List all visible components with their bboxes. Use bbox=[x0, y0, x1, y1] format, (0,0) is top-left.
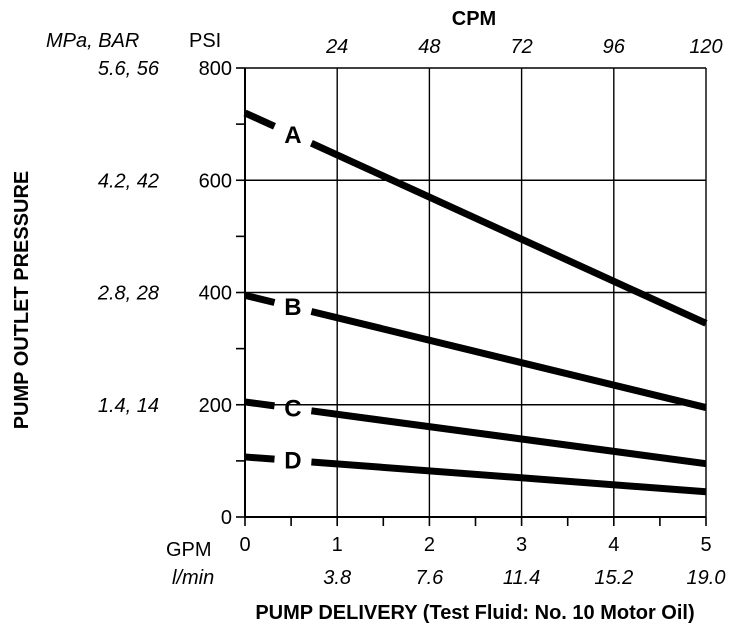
x-tick-label-metric: 19.0 bbox=[687, 567, 726, 589]
x-tick-label: 5 bbox=[700, 534, 711, 556]
x-tick-label: 2 bbox=[424, 534, 435, 556]
y-tick-label: 0 bbox=[221, 507, 232, 529]
series-line-d bbox=[244, 453, 275, 463]
x-tick-label: 1 bbox=[332, 534, 343, 556]
series-line-a bbox=[243, 109, 276, 130]
series-line-d bbox=[311, 458, 707, 496]
series-label-d: D bbox=[284, 448, 301, 475]
x-units-label: GPM bbox=[166, 539, 212, 561]
y-tick-label: 800 bbox=[199, 58, 232, 80]
series-label-a: A bbox=[284, 122, 301, 149]
x-tick-label-metric: 7.6 bbox=[415, 567, 444, 589]
y-tick-label: 200 bbox=[199, 395, 232, 417]
minor-ticks bbox=[236, 67, 707, 526]
series-line-c bbox=[244, 398, 275, 410]
y-tick-label-metric: 4.2, 42 bbox=[98, 170, 159, 192]
x-tick-label: 3 bbox=[516, 534, 527, 556]
y-tick-label-metric: 2.8, 28 bbox=[97, 283, 159, 305]
series-line-a bbox=[309, 140, 708, 327]
series-line-b bbox=[310, 308, 707, 411]
grid-lines bbox=[245, 67, 707, 517]
x-tick-label: 4 bbox=[608, 534, 619, 556]
y-axis-title: PUMP OUTLET PRESSURE bbox=[11, 171, 33, 430]
tick-labels: 0 200 400 600 800 1.4, 14 2.8, 28 4.2, 42 5.6, 5… bbox=[97, 36, 726, 589]
top-tick-label: 24 bbox=[325, 36, 348, 58]
x-tick-label-metric: 15.2 bbox=[594, 567, 633, 589]
series-line-c bbox=[310, 407, 707, 468]
y-tick-label-metric: 5.6, 56 bbox=[98, 58, 160, 80]
x-tick-label-metric: 11.4 bbox=[503, 567, 540, 589]
y-tick-label-metric: 1.4, 14 bbox=[98, 395, 159, 417]
y-units-label-left: MPa, BAR bbox=[46, 30, 139, 52]
y-units-label: PSI bbox=[189, 30, 221, 52]
y-tick-label: 600 bbox=[199, 170, 232, 192]
x-units-label-metric: l/min bbox=[172, 567, 214, 589]
x-tick-label-metric: 3.8 bbox=[323, 567, 351, 589]
top-axis-title: CPM bbox=[452, 8, 496, 30]
top-tick-label: 72 bbox=[510, 36, 532, 58]
series-label-c: C bbox=[284, 395, 301, 422]
y-tick-label: 400 bbox=[199, 283, 232, 305]
top-tick-label: 48 bbox=[418, 36, 440, 58]
top-tick-label: 120 bbox=[689, 36, 722, 58]
series-label-b: B bbox=[284, 294, 301, 321]
top-tick-label: 96 bbox=[603, 36, 626, 58]
x-tick-label: 0 bbox=[239, 534, 250, 556]
series-lines: A B CD bbox=[243, 109, 708, 496]
x-axis-title: PUMP DELIVERY (Test Fluid: No. 10 Motor … bbox=[255, 602, 694, 624]
series-line-b bbox=[244, 291, 276, 306]
